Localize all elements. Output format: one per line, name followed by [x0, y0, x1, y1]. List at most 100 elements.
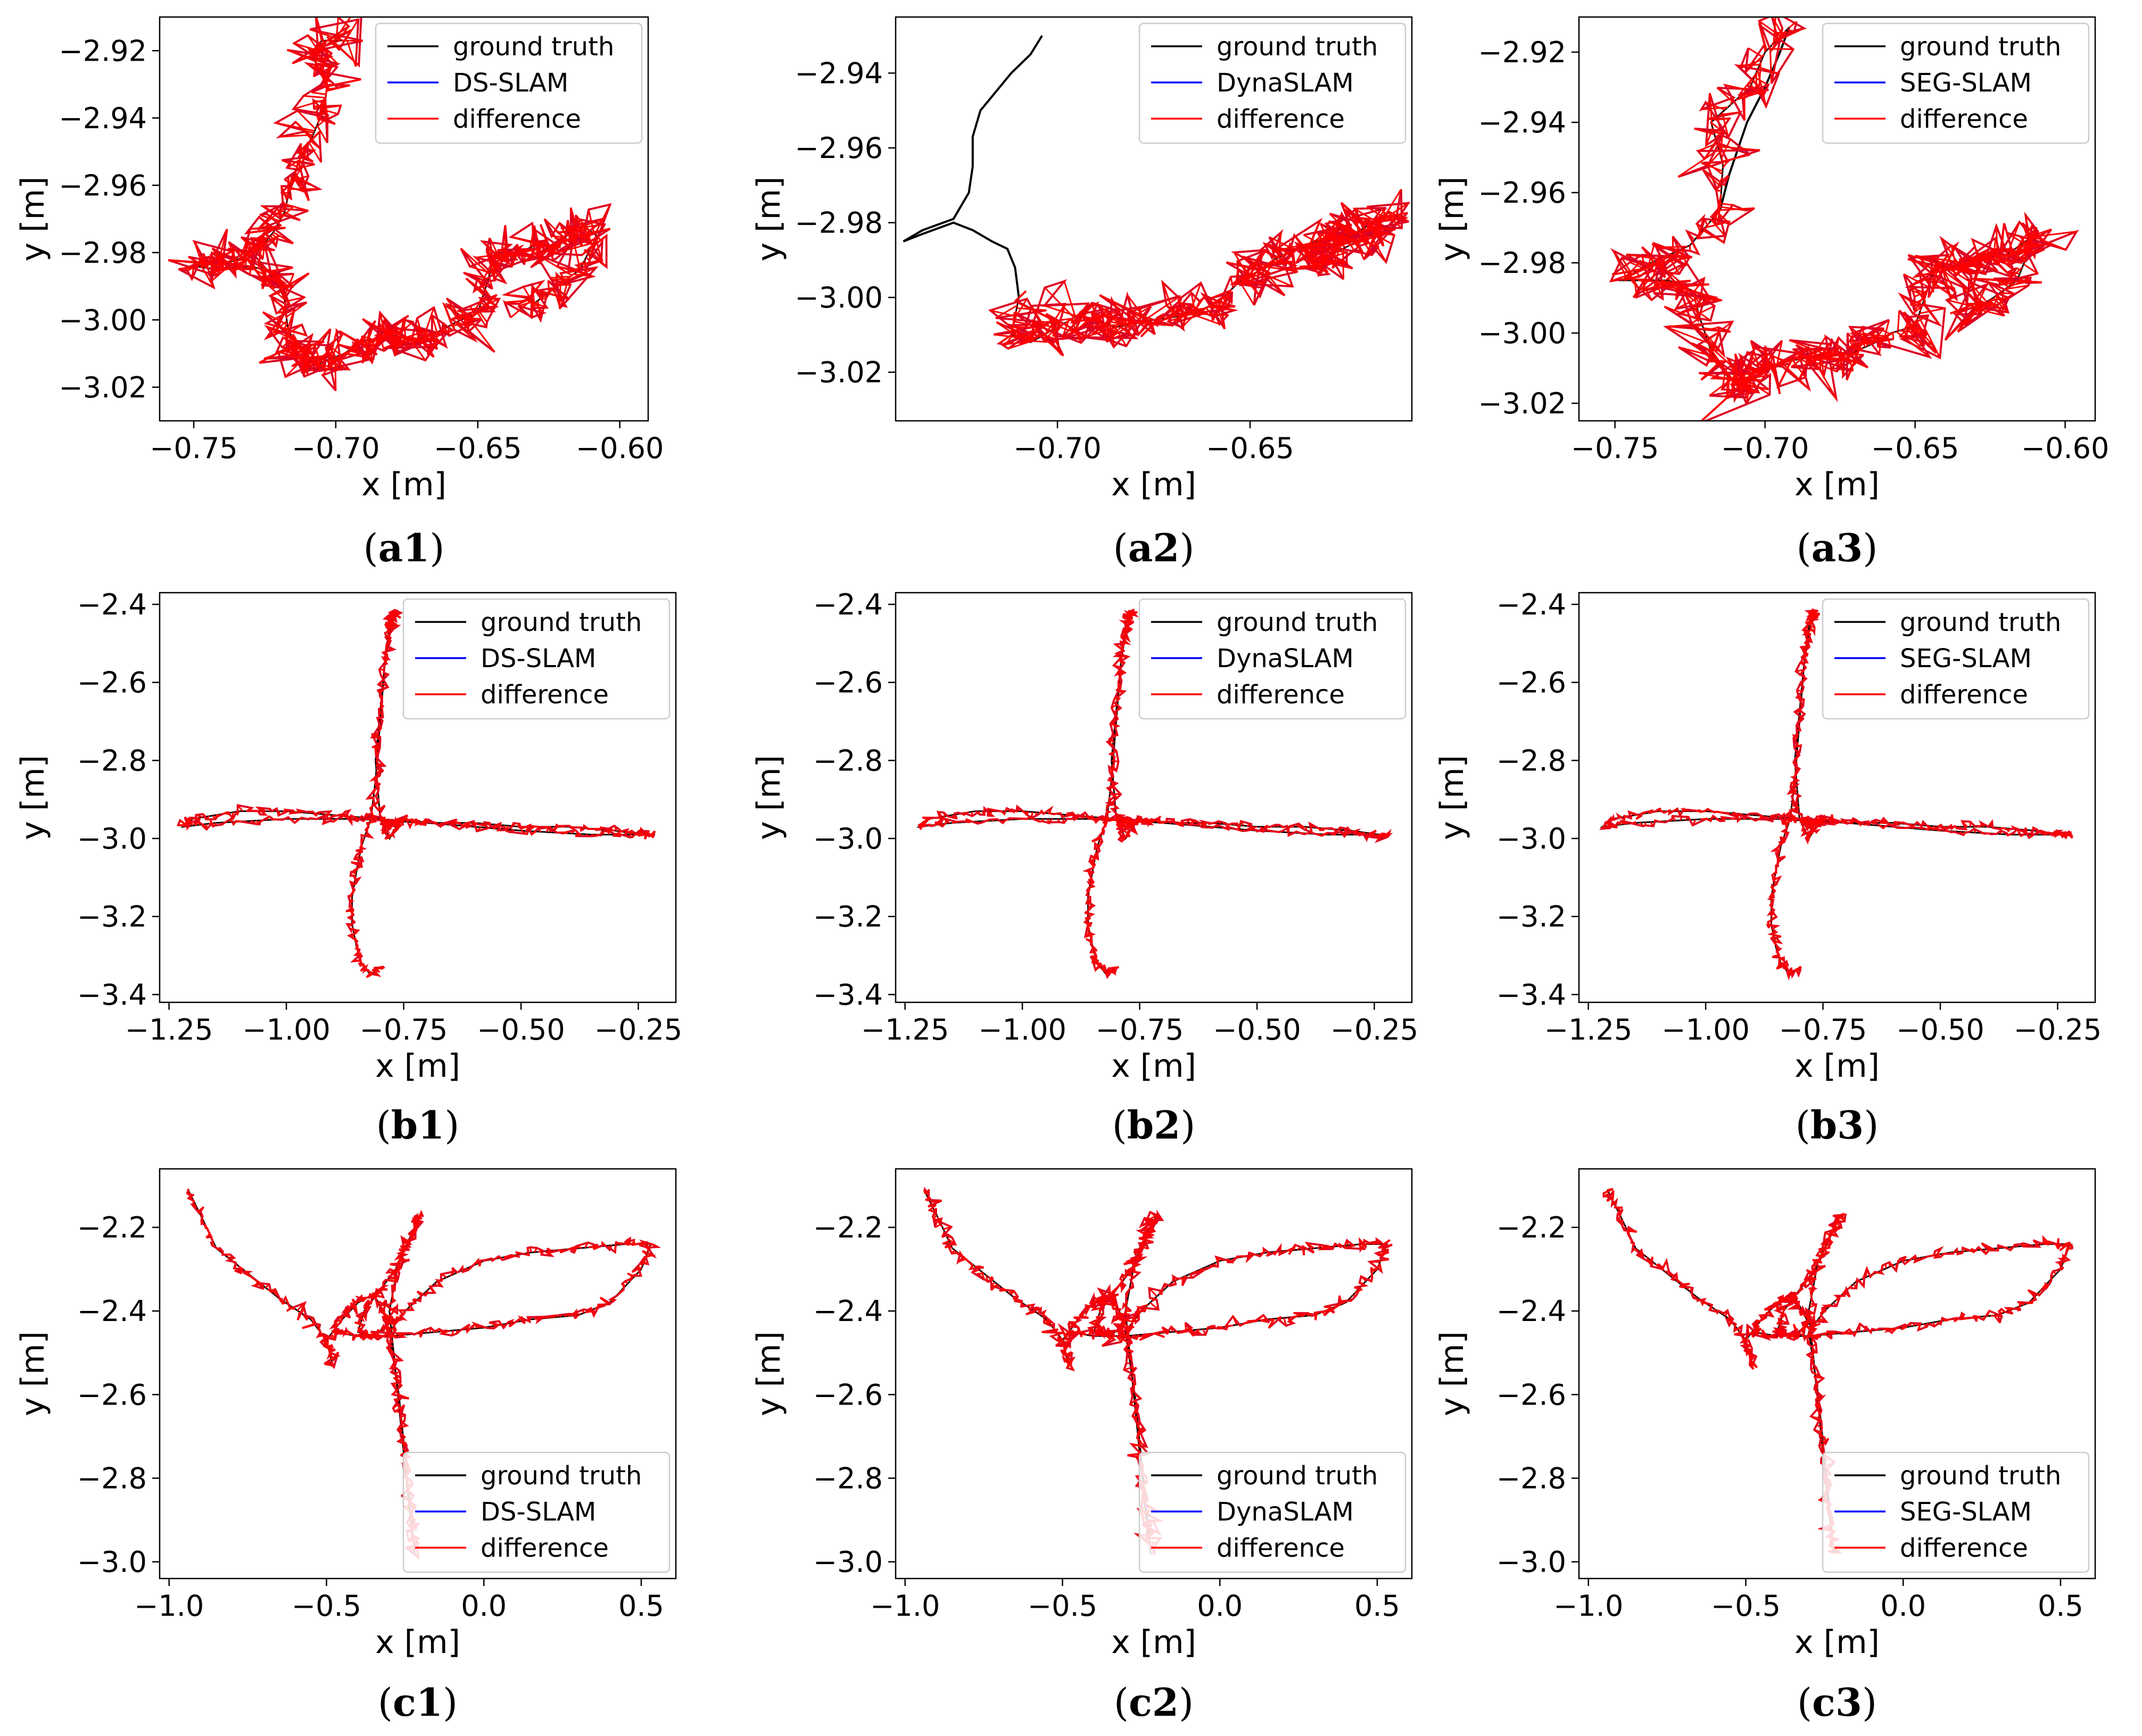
- x-axis-label: x [m]: [361, 466, 446, 503]
- panel-c3: −1.0 −0.5 0.0 0.5 −2.2 −2.4 −2.6 −2.8 −3.0 x [m] y…: [1434, 1168, 2096, 1725]
- legend-ground-truth-label: ground truth: [1217, 32, 1378, 62]
- y-tick-label: −2.4: [77, 1294, 147, 1328]
- x-axis-label: x [m]: [1111, 466, 1196, 503]
- x-tick-label: −1.0: [1553, 1589, 1623, 1623]
- x-tick-label: −0.50: [1896, 1013, 1984, 1046]
- y-axis-label: y [m]: [750, 755, 788, 840]
- x-tick-label: −0.65: [1206, 431, 1294, 465]
- caption-number: 1: [403, 525, 429, 570]
- caption-number: 1: [418, 1102, 444, 1148]
- legend: ground truth DS-SLAM difference: [375, 22, 643, 144]
- y-tick-label: −2.6: [813, 666, 883, 700]
- caption-close-paren: ): [1179, 526, 1194, 570]
- legend-ground-truth-label: ground truth: [1900, 608, 2061, 637]
- legend-box: [1822, 22, 2090, 144]
- legend: ground truth SEG-SLAM difference: [1822, 1451, 2090, 1573]
- legend-box: [1822, 598, 2090, 720]
- legend-box: [402, 1451, 671, 1573]
- x-tick-label: −0.75: [1571, 431, 1659, 465]
- panel-caption-b2: (b2): [1112, 1102, 1196, 1148]
- y-tick-label: −2.96: [1478, 176, 1566, 210]
- difference-line: [988, 189, 1411, 356]
- x-tick-label: −0.75: [360, 1013, 448, 1046]
- axes-frame: [895, 16, 1413, 422]
- axes-frame: [1578, 592, 2096, 1003]
- axes-frame: [159, 1168, 677, 1580]
- caption-number: 2: [1152, 1680, 1179, 1725]
- caption-number: 2: [1153, 525, 1179, 570]
- y-tick-label: −2.8: [77, 1461, 147, 1495]
- x-tick-label: −1.0: [134, 1589, 204, 1623]
- y-axis-label: y [m]: [1434, 755, 1471, 840]
- caption-open-paren: (: [1797, 526, 1812, 570]
- y-tick-label: −2.8: [1496, 1461, 1566, 1495]
- caption-close-paren: ): [1179, 1680, 1194, 1725]
- panel-caption-b3: (b3): [1796, 1102, 1879, 1148]
- x-axis-label: x [m]: [375, 1048, 460, 1085]
- caption-close-paren: ): [1864, 1103, 1879, 1148]
- y-tick-label: −2.6: [1496, 1378, 1566, 1411]
- x-tick-label: 0.0: [1197, 1589, 1243, 1623]
- y-tick-label: −3.00: [795, 281, 883, 314]
- y-tick-label: −2.8: [813, 744, 883, 777]
- x-axis-label: x [m]: [1794, 1624, 1880, 1661]
- legend-difference-label: difference: [481, 1533, 609, 1563]
- plot-area-a1: [168, 17, 612, 392]
- plot-area-c3: [1602, 1187, 2074, 1555]
- difference-line: [186, 1189, 661, 1560]
- axes-frame: [1578, 1168, 2096, 1580]
- caption-open-paren: (: [1113, 526, 1128, 570]
- y-tick-label: −3.00: [1478, 317, 1566, 350]
- legend-ground-truth-label: ground truth: [481, 1461, 642, 1491]
- y-tick-label: −2.2: [1496, 1211, 1566, 1244]
- y-axis-label: y [m]: [750, 177, 788, 262]
- x-tick-label: −0.25: [1330, 1013, 1418, 1046]
- y-tick-label: −3.4: [813, 978, 883, 1011]
- y-tick-label: −2.94: [59, 102, 147, 135]
- panel-a3: −0.75 −0.70 −0.65 −0.60 −2.92 −2.94 −2.96 −2.98…: [1434, 16, 2109, 570]
- panel-b2: −1.25 −1.00 −0.75 −0.50 −0.25 −2.4 −2.6 −2.8 −3.…: [750, 588, 1418, 1148]
- caption-open-paren: (: [1114, 1680, 1129, 1725]
- y-axis-label: y [m]: [750, 1331, 788, 1416]
- caption-letter: b: [391, 1102, 418, 1148]
- y-tick-label: −3.4: [1496, 978, 1566, 1011]
- legend-difference-label: difference: [1217, 104, 1345, 134]
- x-axis-label: x [m]: [375, 1624, 460, 1661]
- legend-method-label: DS-SLAM: [481, 644, 596, 674]
- caption-open-paren: (: [1112, 1103, 1127, 1148]
- caption-open-paren: (: [1796, 1103, 1810, 1148]
- y-tick-label: −3.00: [59, 303, 147, 337]
- y-tick-label: −2.96: [795, 131, 883, 165]
- caption-number: 2: [1154, 1102, 1180, 1148]
- panel-a1: −0.75 −0.70 −0.65 −0.60 −2.92 −2.94 −2.96 −2.98…: [14, 16, 664, 570]
- plot-area-a2: [903, 35, 1411, 356]
- y-axis-label: y [m]: [14, 755, 52, 840]
- x-axis-label: x [m]: [1111, 1624, 1196, 1661]
- legend-difference-label: difference: [1217, 680, 1345, 710]
- y-axis-label: y [m]: [1434, 1331, 1471, 1416]
- y-tick-label: −2.6: [77, 666, 147, 700]
- legend-difference-label: difference: [481, 680, 609, 710]
- x-tick-label: −0.25: [594, 1013, 682, 1046]
- y-tick-label: −3.02: [1478, 387, 1566, 420]
- y-tick-label: −3.0: [1496, 1546, 1566, 1579]
- plot-area-b2: [916, 608, 1393, 979]
- caption-letter: a: [378, 525, 403, 570]
- x-tick-label: 0.0: [1880, 1589, 1926, 1623]
- y-tick-label: −2.2: [813, 1211, 883, 1244]
- legend: ground truth DS-SLAM difference: [402, 1451, 671, 1573]
- panel-caption-a1: (a1): [363, 525, 445, 570]
- plot-area-b3: [1599, 609, 2073, 981]
- y-tick-label: −3.0: [1496, 822, 1566, 855]
- x-tick-label: −0.75: [1096, 1013, 1184, 1046]
- legend: ground truth DynaSLAM difference: [1138, 22, 1407, 144]
- caption-open-paren: (: [378, 1680, 393, 1725]
- y-tick-label: −2.2: [77, 1211, 147, 1244]
- x-tick-label: −0.60: [2021, 431, 2109, 465]
- panel-b1: −1.25 −1.00 −0.75 −0.50 −0.25 −2.4 −2.6 −2.8 −3.…: [14, 588, 682, 1148]
- y-tick-label: −2.8: [813, 1461, 883, 1495]
- axes-frame: [159, 592, 677, 1003]
- legend-difference-label: difference: [1217, 1533, 1345, 1563]
- legend-box: [1822, 1451, 2090, 1573]
